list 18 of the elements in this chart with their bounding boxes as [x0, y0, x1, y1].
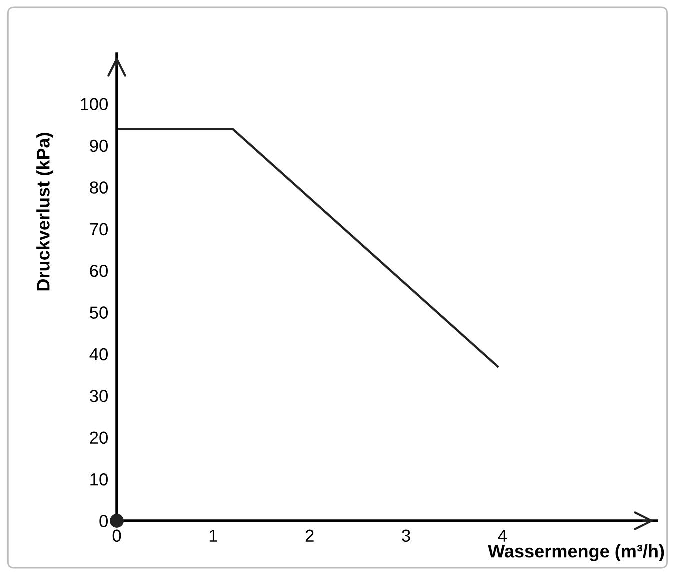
x-axis-title: Wassermenge (m³/h): [488, 544, 664, 562]
y-tick-label: 90: [90, 140, 108, 152]
y-tick-label: 20: [90, 432, 108, 444]
y-tick-label: 60: [90, 264, 108, 278]
x-tick-label: 1: [210, 530, 218, 542]
y-tick-label: 40: [90, 348, 108, 361]
x-tick-label: 3: [402, 530, 410, 542]
y-axis-title: Druckverlust (kPa): [36, 133, 54, 291]
x-tick-label: 4: [498, 530, 508, 542]
y-tick-label: 70: [90, 223, 108, 236]
y-tick-label: 0: [100, 515, 108, 528]
y-tick-label: 50: [90, 306, 108, 319]
y-tick-label: 100: [81, 98, 108, 110]
x-tick-label: 0: [112, 530, 122, 542]
y-tick-label: 30: [90, 390, 108, 402]
x-tick-label: 2: [306, 530, 314, 542]
y-tick-label: 10: [90, 473, 108, 486]
y-tick-label: 80: [90, 182, 108, 194]
